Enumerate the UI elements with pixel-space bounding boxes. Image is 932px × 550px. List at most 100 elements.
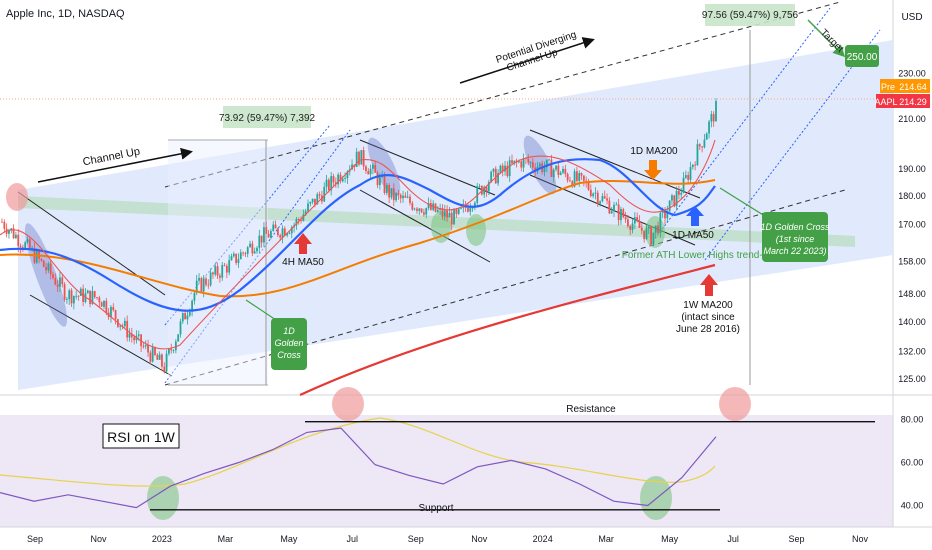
time-tick-label: 2023	[152, 534, 172, 544]
candle-body	[304, 211, 307, 215]
candle-body	[552, 169, 555, 178]
candle-body	[557, 165, 560, 175]
candle-body	[471, 207, 474, 209]
candle-body	[59, 277, 61, 287]
candle-body	[369, 168, 372, 175]
candle-body	[638, 221, 641, 228]
candle-body	[19, 246, 22, 248]
candle-body	[181, 313, 184, 322]
candle-body	[469, 208, 472, 212]
candle-body	[687, 175, 690, 180]
candle-body	[411, 203, 414, 210]
candle-body	[436, 209, 439, 212]
candle-body	[413, 208, 416, 210]
ma200-1d-marker	[644, 160, 662, 180]
candle-body	[193, 292, 196, 301]
candle-body	[311, 198, 314, 202]
candle-body	[647, 226, 650, 229]
candle-body	[56, 284, 59, 287]
candle-body	[200, 278, 203, 292]
candle-body	[402, 195, 404, 199]
rsi-title-box	[102, 423, 180, 449]
ma50-1d-label: 1D MA50	[672, 230, 714, 241]
candle-body	[643, 230, 646, 240]
candle-body	[288, 233, 291, 235]
price-tick-label: 180.00	[898, 191, 926, 201]
candle-body	[8, 230, 10, 234]
candle-body	[216, 266, 219, 276]
candle-body	[281, 228, 284, 238]
candle-body	[680, 192, 683, 195]
candle-body	[286, 233, 289, 236]
candle-body	[698, 144, 701, 147]
time-tick-label: Nov	[90, 534, 107, 544]
candle-body	[251, 243, 254, 254]
candle-body	[42, 260, 45, 267]
price-tick-label: 148.00	[898, 289, 926, 299]
candle-body	[409, 196, 411, 204]
candle-body	[249, 243, 251, 248]
candle-body	[274, 224, 277, 229]
candle-body	[640, 227, 643, 231]
candle-body	[154, 347, 156, 355]
candle-body	[499, 165, 502, 173]
candle-body	[671, 195, 673, 201]
rsi-axis-ticks: 80.00 60.00 40.00	[901, 415, 924, 511]
candle-body	[527, 158, 530, 163]
candle-body	[318, 194, 321, 196]
candle-body	[610, 211, 613, 214]
candle-body	[339, 174, 342, 182]
candle-body	[170, 349, 173, 351]
candle-body	[209, 272, 212, 286]
candle-body	[214, 266, 217, 275]
candle-body	[126, 320, 129, 338]
former-ath-label: Former ATH Lower Highs trend-line	[622, 250, 779, 261]
candle-body	[26, 239, 29, 243]
time-tick-label: Nov	[471, 534, 488, 544]
candle-body	[265, 227, 268, 234]
candle-body	[70, 290, 73, 304]
time-tick-label: Jul	[727, 534, 739, 544]
measure-box-1: 73.92 (59.47%) 7,392	[168, 106, 316, 386]
candle-body	[123, 320, 126, 327]
ma200-1w-marker	[700, 274, 718, 296]
candle-body	[383, 176, 386, 193]
candle-body	[548, 159, 550, 161]
candle-body	[715, 101, 717, 122]
candle-body	[712, 114, 715, 122]
candle-body	[631, 223, 634, 230]
candle-body	[520, 161, 523, 168]
candle-body	[478, 185, 481, 187]
ma-fast-line	[0, 139, 716, 350]
candle-body	[654, 225, 657, 233]
candle-body	[165, 353, 168, 372]
channel-up-arrow	[37, 147, 193, 183]
candle-body	[550, 159, 553, 178]
candle-body	[483, 186, 486, 195]
candle-body	[290, 227, 293, 234]
candle-body	[307, 203, 309, 212]
candle-body	[225, 265, 228, 273]
candle-body	[179, 321, 182, 335]
candle-body	[494, 168, 497, 184]
candle-body	[529, 162, 532, 164]
candle-body	[666, 211, 669, 219]
candle-body	[360, 150, 363, 165]
candle-body	[376, 172, 379, 186]
candle-body	[555, 165, 557, 170]
candle-body	[68, 290, 71, 300]
candle-body	[256, 247, 258, 252]
time-tick-label: Sep	[789, 534, 805, 544]
golden-cross-2-line2: (1st since	[776, 234, 815, 244]
candle-body	[40, 258, 43, 261]
candle-body	[186, 315, 189, 320]
candle-body	[246, 247, 249, 254]
candle-body	[223, 265, 226, 266]
candle-body	[661, 210, 664, 214]
ma50-1d-marker	[686, 206, 704, 226]
candle-body	[395, 193, 397, 201]
candle-body	[144, 344, 147, 347]
candle-body	[63, 284, 66, 300]
last-price-badge: AAPL 214.29	[874, 94, 930, 108]
price-tick-label: 170.00	[898, 220, 926, 230]
